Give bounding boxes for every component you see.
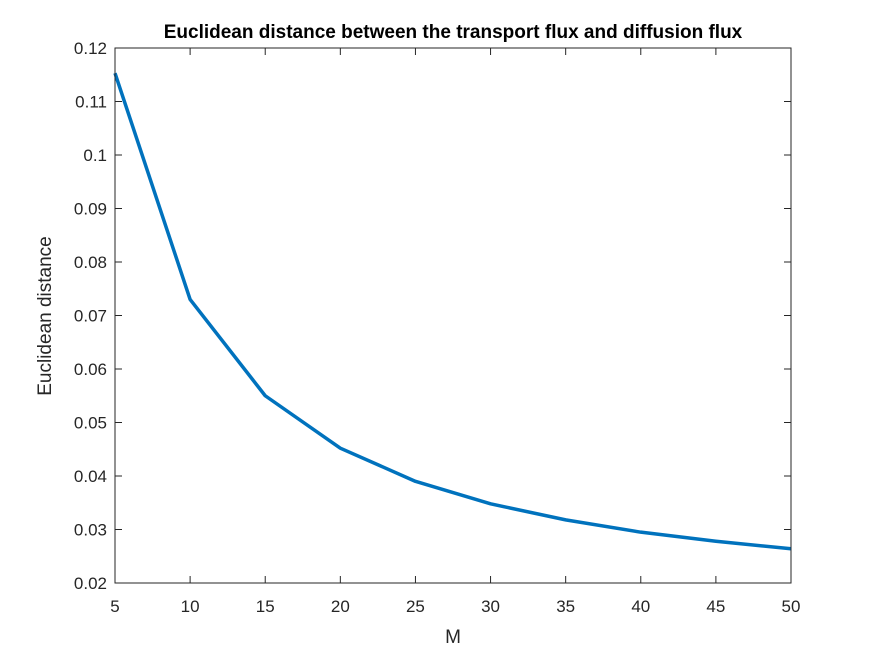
series-line-1 <box>113 72 792 551</box>
y-tick-label: 0.07 <box>74 307 107 326</box>
y-tick-label: 0.02 <box>74 574 107 593</box>
x-tick-label: 5 <box>110 597 119 616</box>
y-tick-label: 0.12 <box>74 39 107 58</box>
x-axis-label: M <box>445 627 461 648</box>
x-tick-label: 50 <box>782 597 801 616</box>
plot-area <box>115 48 791 583</box>
y-tick-label: 0.11 <box>75 93 107 112</box>
x-tick-label: 35 <box>556 597 575 616</box>
y-tick-label: 0.1 <box>83 146 107 165</box>
chart-title: Euclidean distance between the transport… <box>164 22 743 43</box>
y-tick-label: 0.09 <box>74 200 107 219</box>
x-tick-label: 15 <box>256 597 275 616</box>
x-tick-label: 30 <box>481 597 500 616</box>
ticks-layer: 5 10 15 20 25 30 35 40 45 50 0.02 0.03 0.04 0.05 0.06 0… <box>74 39 801 616</box>
x-tick-label: 25 <box>406 597 425 616</box>
series-layer <box>113 72 792 551</box>
y-tick-label: 0.03 <box>74 521 107 540</box>
y-tick-label: 0.05 <box>74 414 107 433</box>
y-tick-label: 0.04 <box>74 467 107 486</box>
y-tick-label: 0.08 <box>74 253 107 272</box>
x-tick-label: 45 <box>706 597 725 616</box>
x-tick-label: 20 <box>331 597 350 616</box>
x-tick-label: 10 <box>181 597 200 616</box>
x-tick-label: 40 <box>631 597 650 616</box>
y-tick-label: 0.06 <box>74 360 107 379</box>
y-axis-label: Euclidean distance <box>35 236 56 396</box>
